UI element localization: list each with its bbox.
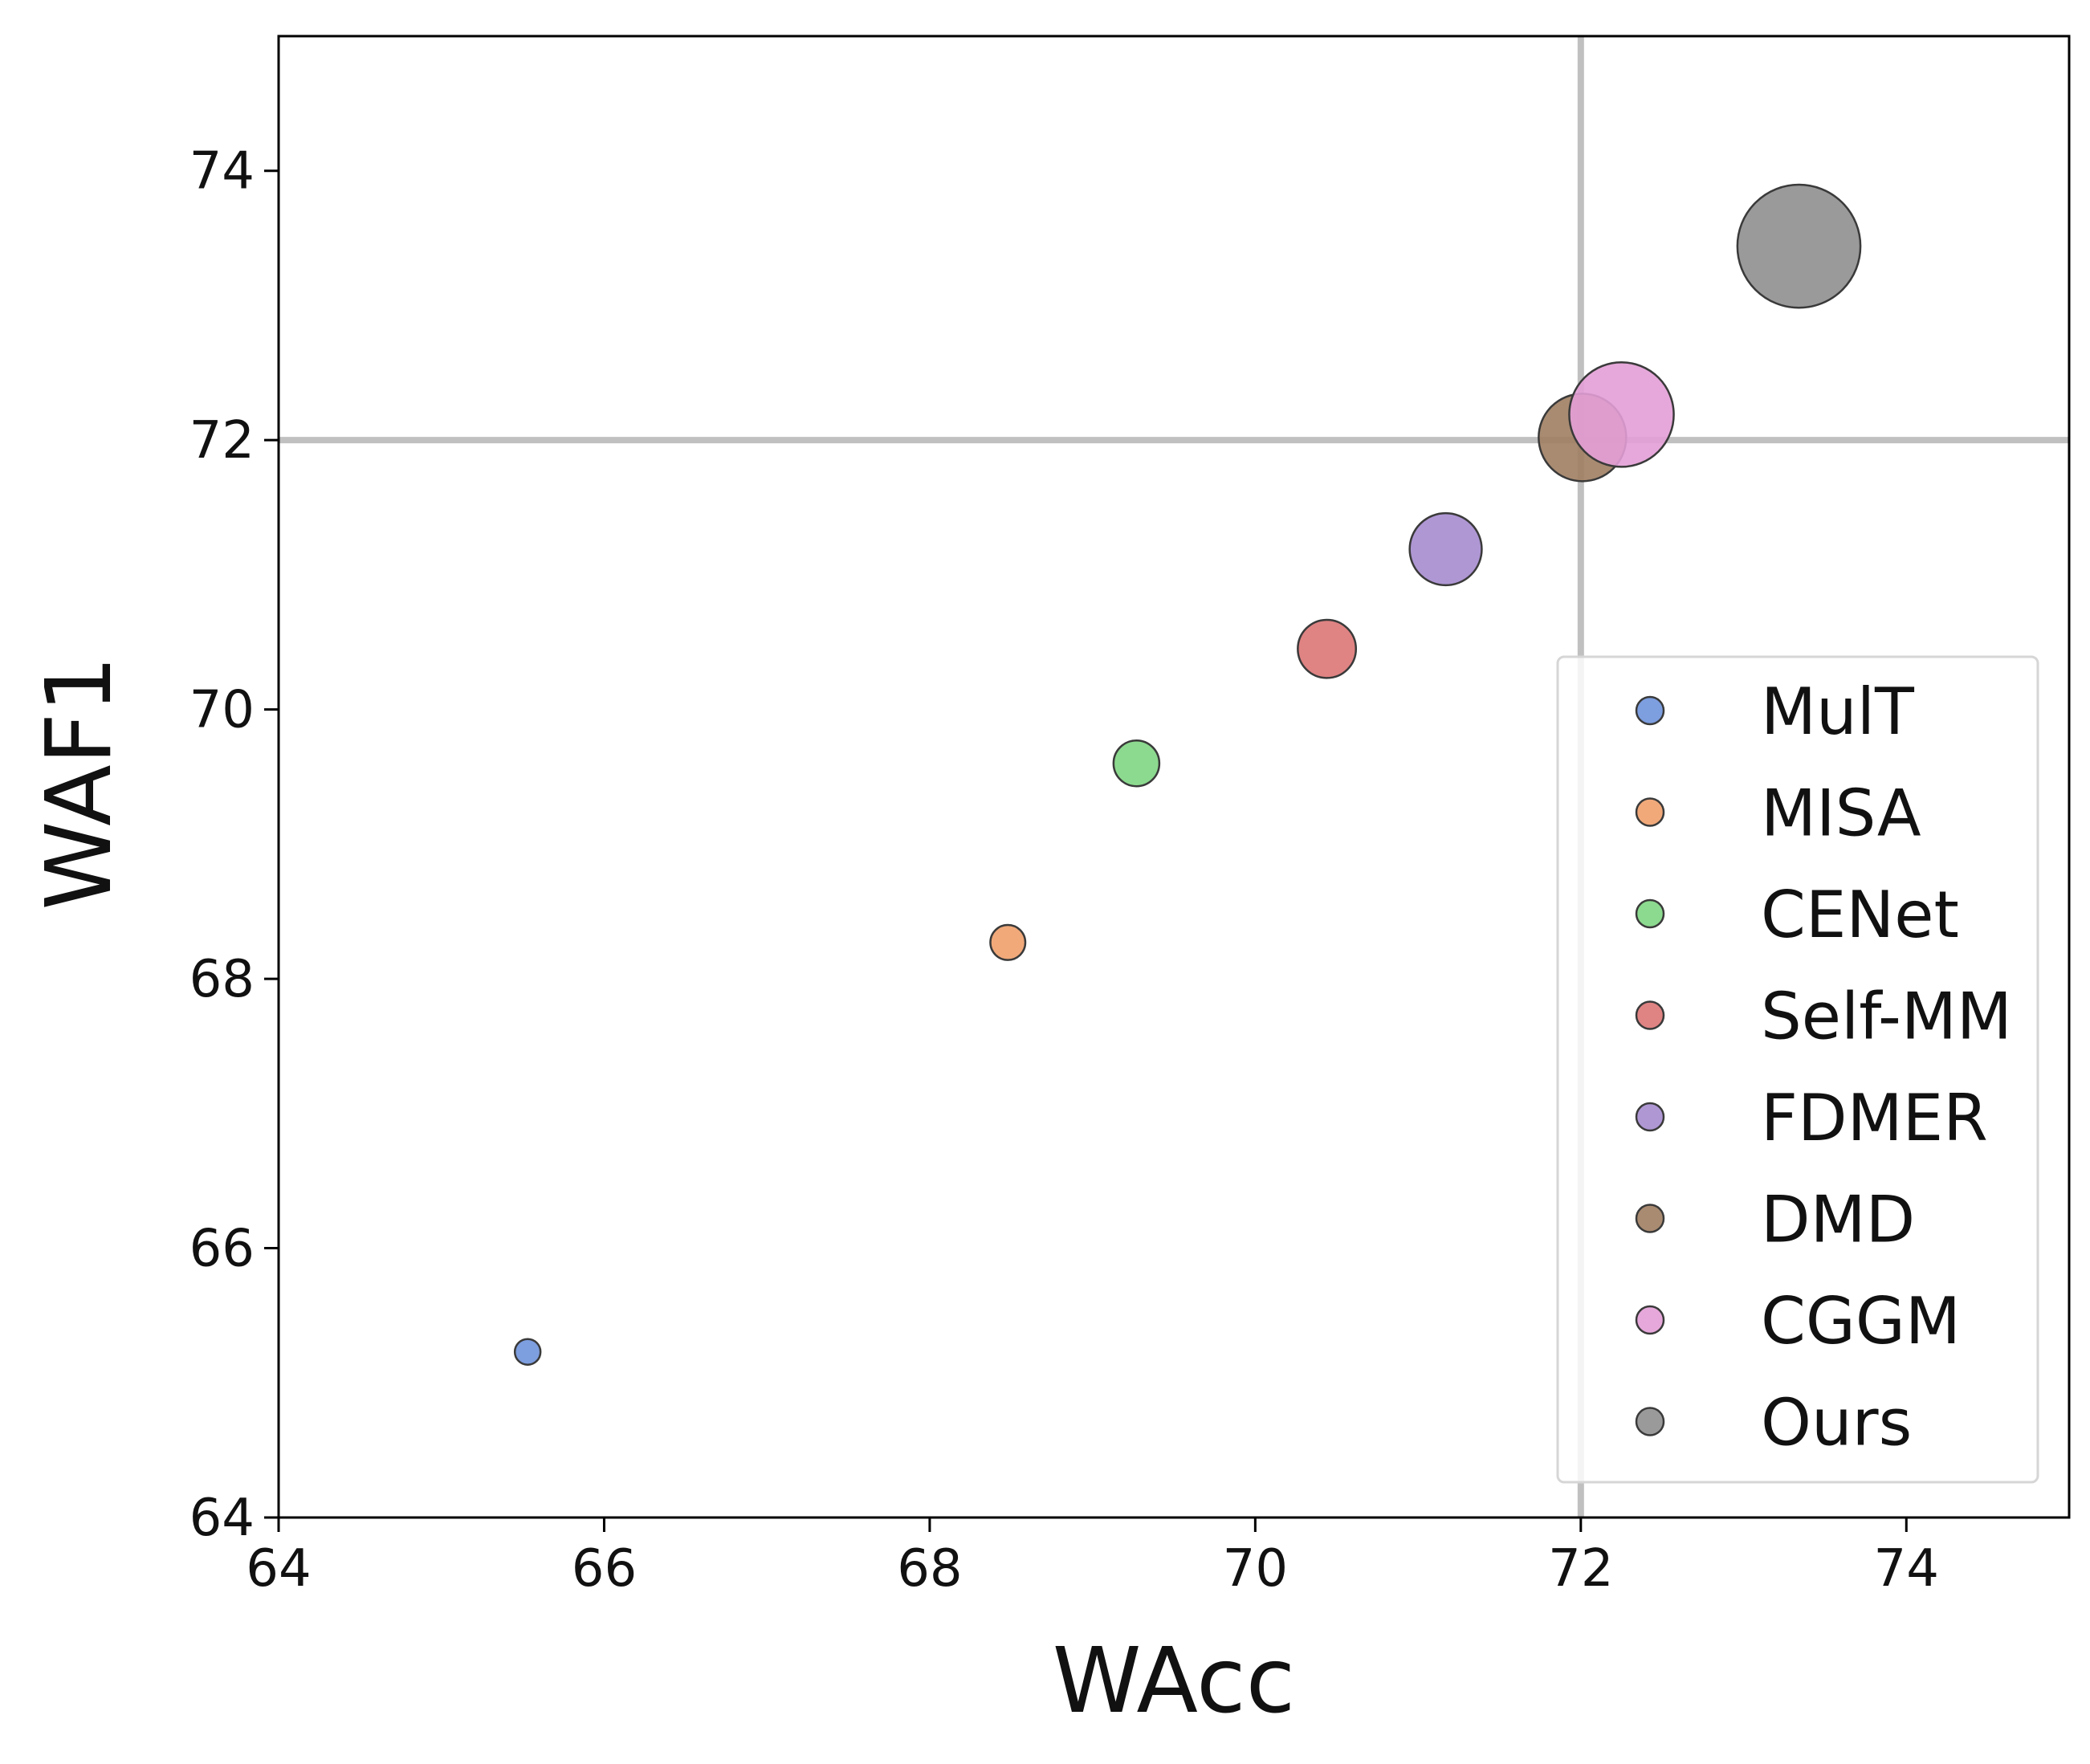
legend-marker [1635, 1000, 1665, 1030]
legend-label: CGGM [1761, 1284, 1961, 1359]
y-tick-label: 68 [189, 950, 255, 1009]
y-tick-label: 66 [189, 1220, 255, 1279]
data-points [513, 183, 1862, 1366]
y-tick-label: 72 [189, 411, 255, 471]
point-cggm [1568, 361, 1675, 468]
y-tick-label: 64 [189, 1489, 255, 1548]
legend-label: MulT [1761, 674, 1915, 749]
legend-marker [1635, 1204, 1665, 1233]
point-misa [989, 923, 1027, 961]
legend: MulT MISA CENet Self-MM FDMER DMD CGGM Ours [1556, 655, 2039, 1484]
legend-label: DMD [1761, 1183, 1915, 1257]
legend-label: Ours [1761, 1386, 1912, 1460]
x-tick-label: 70 [1223, 1539, 1288, 1599]
legend-label: FDMER [1761, 1081, 1988, 1155]
x-tick-label: 74 [1874, 1539, 1939, 1599]
x-tick-label: 68 [897, 1539, 962, 1599]
legend-items: MulT MISA CENet Self-MM FDMER DMD CGGM Ours [1635, 674, 2012, 1460]
x-tick-label: 66 [572, 1539, 637, 1599]
x-tick-label: 72 [1548, 1539, 1613, 1599]
point-fdmer [1408, 511, 1483, 587]
legend-marker [1635, 695, 1665, 726]
point-ours [1736, 183, 1862, 309]
x-tick-label: 64 [246, 1539, 311, 1599]
point-self-mm [1297, 618, 1358, 679]
y-tick-label: 74 [189, 142, 255, 202]
legend-marker [1635, 797, 1665, 827]
x-axis-title: WAcc [1053, 1629, 1295, 1733]
plot-frame [277, 35, 2071, 1519]
legend-label: CENet [1761, 878, 1959, 952]
y-axis-title: WAF1 [27, 656, 132, 911]
y-tick-label: 70 [189, 681, 255, 740]
y-axis-ticks: 64 66 68 70 72 74 [189, 142, 279, 1548]
legend-label: Self-MM [1761, 980, 2012, 1054]
legend-box [1556, 655, 2039, 1484]
legend-marker [1635, 1102, 1665, 1132]
x-axis-ticks: 64 66 68 70 72 74 [246, 1518, 1939, 1599]
legend-marker [1635, 898, 1665, 929]
legend-marker [1635, 1305, 1665, 1335]
legend-label: MISA [1761, 776, 1921, 851]
point-cenet [1112, 739, 1161, 788]
legend-marker [1635, 1407, 1665, 1436]
point-mult [513, 1338, 542, 1366]
